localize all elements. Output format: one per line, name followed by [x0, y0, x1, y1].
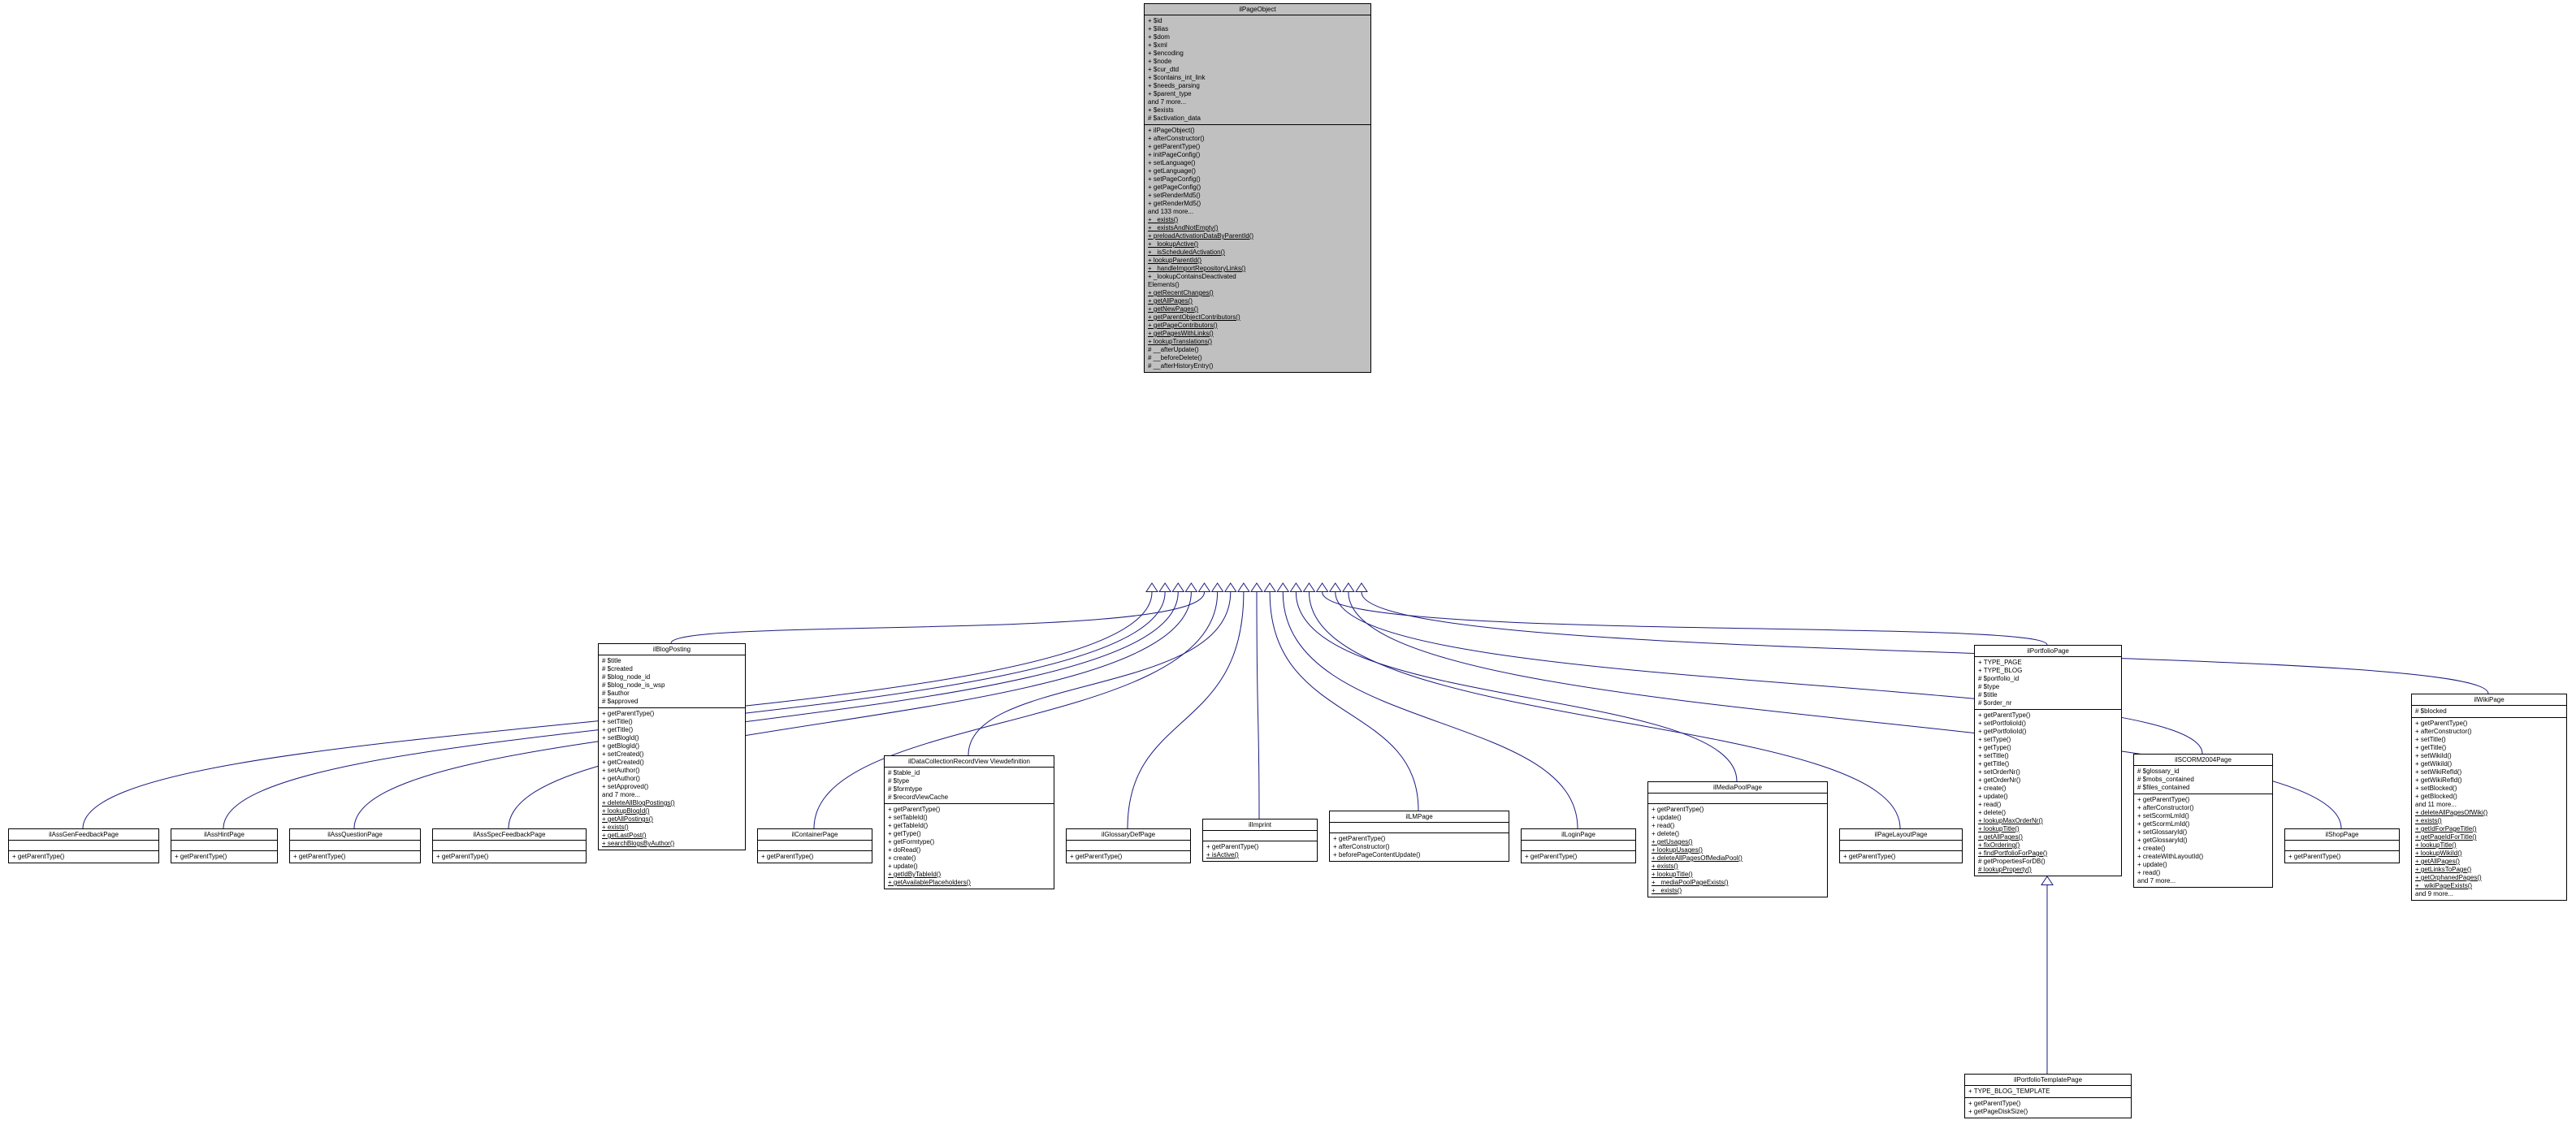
class-box: ilShopPage + getParentType()	[2284, 828, 2400, 863]
class-box: ilPortfolioPage+ TYPE_PAGE+ TYPE_BLOG# $…	[1974, 645, 2122, 876]
uml-diagram: ilPageObject+ $id+ $ilias+ $dom+ $xml+ $…	[0, 0, 2576, 1146]
class-methods: + getParentType()+ setPortfolioId()+ get…	[1975, 710, 2121, 876]
class-title: ilShopPage	[2285, 829, 2399, 841]
class-attributes	[1203, 831, 1317, 841]
class-methods: + getParentType()	[1067, 851, 1190, 863]
class-attributes	[1522, 841, 1635, 851]
class-attributes	[1648, 794, 1827, 804]
class-title: ilBlogPosting	[599, 644, 745, 655]
class-methods: + getParentType()+ setTitle()+ getTitle(…	[599, 708, 745, 850]
class-title: ilDataCollectionRecordView Viewdefinitio…	[885, 756, 1054, 768]
class-attributes: + TYPE_PAGE+ TYPE_BLOG# $portfolio_id# $…	[1975, 657, 2121, 710]
class-title: ilSCORM2004Page	[2134, 755, 2272, 766]
class-box: ilAssQuestionPage + getParentType()	[289, 828, 421, 863]
class-box: ilAssGenFeedbackPage + getParentType()	[8, 828, 159, 863]
class-box: ilContainerPage + getParentType()	[757, 828, 872, 863]
class-methods: + getParentType()	[1522, 851, 1635, 863]
class-methods: + getParentType()	[758, 851, 872, 863]
class-attributes	[433, 841, 586, 851]
class-box: ilDataCollectionRecordView Viewdefinitio…	[884, 755, 1054, 889]
class-title: ilGlossaryDefPage	[1067, 829, 1190, 841]
class-title: ilAssSpecFeedbackPage	[433, 829, 586, 841]
class-box: ilAssHintPage + getParentType()	[171, 828, 278, 863]
class-title: ilPortfolioPage	[1975, 646, 2121, 657]
class-box: ilWikiPage# $blocked+ getParentType()+ a…	[2411, 694, 2567, 901]
class-attributes: # $table_id# $type# $formtype# $recordVi…	[885, 768, 1054, 804]
class-box: ilLMPage + getParentType()+ afterConstruc…	[1329, 811, 1509, 862]
class-methods: + getParentType()+ isActive()	[1203, 841, 1317, 861]
class-attributes: # $blocked	[2412, 706, 2566, 718]
class-title: ilContainerPage	[758, 829, 872, 841]
class-box: ilPortfolioTemplatePage+ TYPE_BLOG_TEMPL…	[1964, 1074, 2132, 1118]
class-attributes	[2285, 841, 2399, 851]
class-attributes	[758, 841, 872, 851]
class-attributes: # $title# $created# $blog_node_id# $blog…	[599, 655, 745, 708]
class-methods: + getParentType()	[1840, 851, 1962, 863]
class-attributes: # $glossary_id# $mobs_contained# $files_…	[2134, 766, 2272, 794]
class-title: ilAssQuestionPage	[290, 829, 420, 841]
class-attributes: + $id+ $ilias+ $dom+ $xml+ $encoding+ $n…	[1145, 15, 1370, 125]
class-methods: + getParentType()+ afterConstructor()+ s…	[2134, 794, 2272, 887]
class-attributes	[1067, 841, 1190, 851]
class-box: ilImprint + getParentType()+ isActive()	[1202, 819, 1318, 862]
class-box: ilGlossaryDefPage + getParentType()	[1066, 828, 1191, 863]
class-title: ilPageObject	[1145, 4, 1370, 15]
class-methods: + getParentType()	[433, 851, 586, 863]
class-attributes: + TYPE_BLOG_TEMPLATE	[1965, 1086, 2131, 1098]
class-box: ilPageLayoutPage + getParentType()	[1839, 828, 1963, 863]
class-methods: + getParentType()+ afterConstructor()+ b…	[1330, 833, 1509, 861]
class-box: ilSCORM2004Page# $glossary_id# $mobs_con…	[2133, 754, 2273, 888]
class-box: ilBlogPosting# $title# $created# $blog_n…	[598, 643, 746, 850]
class-attributes	[290, 841, 420, 851]
class-attributes	[1330, 823, 1509, 833]
class-methods: + getParentType()+ afterConstructor()+ s…	[2412, 718, 2566, 900]
class-title: ilLoginPage	[1522, 829, 1635, 841]
class-methods: + getParentType()	[2285, 851, 2399, 863]
class-title: ilWikiPage	[2412, 694, 2566, 706]
class-title: ilPortfolioTemplatePage	[1965, 1075, 2131, 1086]
class-title: ilAssHintPage	[171, 829, 277, 841]
class-methods: + getParentType()+ getPageDiskSize()	[1965, 1098, 2131, 1118]
class-box: ilMediaPoolPage + getParentType()+ update…	[1647, 781, 1828, 897]
class-attributes	[1840, 841, 1962, 851]
class-methods: + getParentType()	[290, 851, 420, 863]
class-methods: + ilPageObject()+ afterConstructor()+ ge…	[1145, 125, 1370, 372]
class-methods: + getParentType()	[9, 851, 158, 863]
class-title: ilAssGenFeedbackPage	[9, 829, 158, 841]
class-attributes	[9, 841, 158, 851]
class-title: ilMediaPoolPage	[1648, 782, 1827, 794]
class-box: ilPageObject+ $id+ $ilias+ $dom+ $xml+ $…	[1144, 3, 1371, 373]
class-methods: + getParentType()+ setTableId()+ getTabl…	[885, 804, 1054, 889]
class-title: ilImprint	[1203, 819, 1317, 831]
class-attributes	[171, 841, 277, 851]
class-box: ilAssSpecFeedbackPage + getParentType()	[432, 828, 587, 863]
class-box: ilLoginPage + getParentType()	[1521, 828, 1636, 863]
class-methods: + getParentType()+ update()+ read()+ del…	[1648, 804, 1827, 897]
class-title: ilLMPage	[1330, 811, 1509, 823]
class-methods: + getParentType()	[171, 851, 277, 863]
class-title: ilPageLayoutPage	[1840, 829, 1962, 841]
